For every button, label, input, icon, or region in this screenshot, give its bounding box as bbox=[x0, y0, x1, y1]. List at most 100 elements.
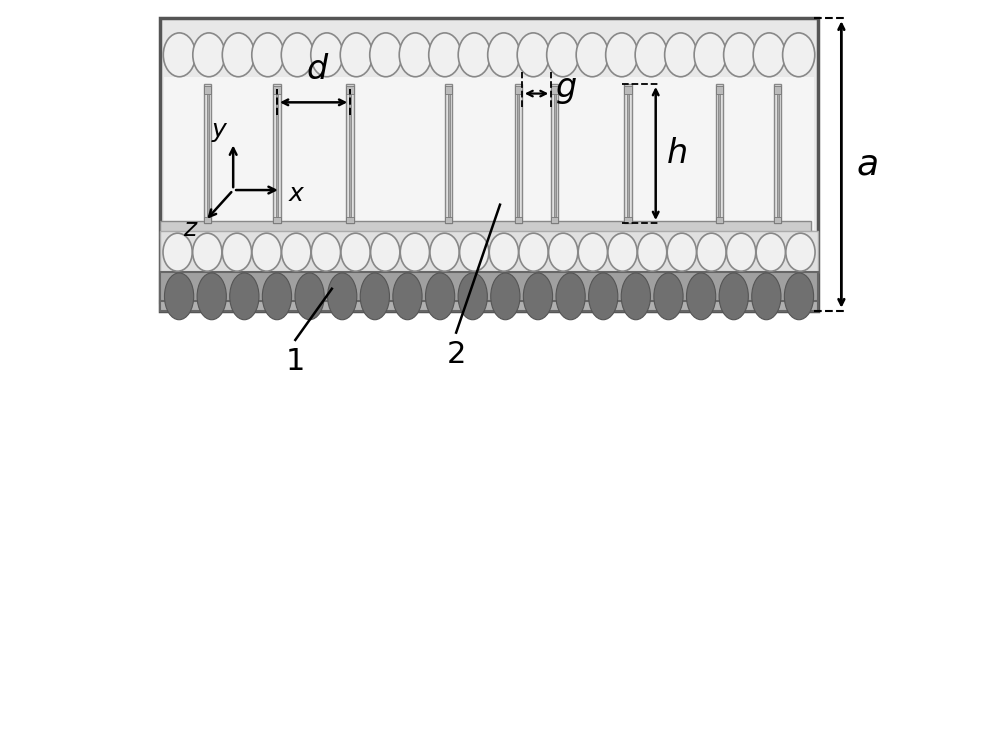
Ellipse shape bbox=[430, 233, 459, 271]
Ellipse shape bbox=[425, 273, 455, 319]
Bar bbox=[774, 217, 781, 223]
Ellipse shape bbox=[393, 273, 422, 319]
Ellipse shape bbox=[786, 233, 815, 271]
Bar bbox=[160, 272, 818, 303]
Ellipse shape bbox=[753, 33, 785, 77]
Bar bbox=[346, 84, 354, 223]
Bar bbox=[624, 86, 632, 94]
Ellipse shape bbox=[458, 273, 487, 319]
Ellipse shape bbox=[222, 33, 254, 77]
Ellipse shape bbox=[517, 33, 549, 77]
Bar bbox=[515, 84, 522, 223]
Bar bbox=[448, 92, 450, 217]
Text: $z$: $z$ bbox=[183, 217, 199, 241]
Bar bbox=[273, 86, 281, 94]
Bar bbox=[204, 86, 211, 94]
Ellipse shape bbox=[719, 273, 748, 319]
Ellipse shape bbox=[783, 33, 815, 77]
Ellipse shape bbox=[341, 233, 370, 271]
Ellipse shape bbox=[458, 33, 490, 77]
Ellipse shape bbox=[523, 273, 553, 319]
Ellipse shape bbox=[399, 33, 431, 77]
Ellipse shape bbox=[282, 233, 311, 271]
Bar bbox=[774, 86, 781, 94]
Ellipse shape bbox=[724, 33, 756, 77]
Bar bbox=[349, 92, 351, 217]
Ellipse shape bbox=[547, 33, 579, 77]
Text: $a$: $a$ bbox=[856, 148, 878, 181]
Ellipse shape bbox=[489, 233, 518, 271]
Ellipse shape bbox=[163, 33, 195, 77]
Ellipse shape bbox=[621, 273, 650, 319]
Ellipse shape bbox=[519, 233, 548, 271]
Bar bbox=[517, 92, 519, 217]
Bar bbox=[164, 77, 814, 230]
Bar bbox=[445, 86, 452, 94]
Ellipse shape bbox=[400, 233, 430, 271]
Ellipse shape bbox=[578, 233, 607, 271]
Ellipse shape bbox=[667, 233, 696, 271]
Bar bbox=[551, 84, 558, 223]
Bar bbox=[445, 84, 452, 223]
Ellipse shape bbox=[756, 233, 785, 271]
Bar bbox=[207, 92, 209, 217]
Text: $h$: $h$ bbox=[666, 137, 687, 170]
Ellipse shape bbox=[556, 273, 585, 319]
Bar bbox=[718, 92, 720, 217]
Ellipse shape bbox=[163, 233, 192, 271]
Bar bbox=[160, 221, 811, 239]
Ellipse shape bbox=[252, 233, 281, 271]
Ellipse shape bbox=[371, 233, 400, 271]
Text: $x$: $x$ bbox=[288, 182, 306, 206]
Bar bbox=[160, 301, 818, 311]
Ellipse shape bbox=[697, 233, 726, 271]
Ellipse shape bbox=[295, 273, 324, 319]
Ellipse shape bbox=[638, 233, 667, 271]
Ellipse shape bbox=[727, 233, 756, 271]
Ellipse shape bbox=[608, 233, 637, 271]
Ellipse shape bbox=[491, 273, 520, 319]
Bar bbox=[716, 84, 723, 223]
Ellipse shape bbox=[694, 33, 726, 77]
Bar bbox=[160, 18, 818, 311]
Bar bbox=[627, 92, 629, 217]
Text: $d$: $d$ bbox=[306, 53, 329, 86]
Text: $y$: $y$ bbox=[211, 120, 229, 144]
Ellipse shape bbox=[262, 273, 292, 319]
Bar bbox=[716, 86, 723, 94]
Text: 2: 2 bbox=[446, 340, 466, 369]
Ellipse shape bbox=[460, 233, 489, 271]
Bar bbox=[716, 217, 723, 223]
Bar bbox=[273, 84, 281, 223]
Bar bbox=[276, 92, 278, 217]
Ellipse shape bbox=[230, 273, 259, 319]
Ellipse shape bbox=[197, 273, 226, 319]
Ellipse shape bbox=[576, 33, 608, 77]
Ellipse shape bbox=[281, 33, 313, 77]
Bar bbox=[551, 86, 558, 94]
Ellipse shape bbox=[252, 33, 284, 77]
Ellipse shape bbox=[193, 233, 222, 271]
Bar bbox=[515, 86, 522, 94]
Ellipse shape bbox=[606, 33, 638, 77]
Ellipse shape bbox=[752, 273, 781, 319]
Ellipse shape bbox=[222, 233, 252, 271]
Bar bbox=[624, 217, 632, 223]
Bar bbox=[445, 217, 452, 223]
Ellipse shape bbox=[370, 33, 402, 77]
Bar bbox=[204, 84, 211, 223]
Ellipse shape bbox=[164, 273, 194, 319]
Bar bbox=[273, 217, 281, 223]
Ellipse shape bbox=[549, 233, 578, 271]
Bar bbox=[160, 231, 818, 273]
Bar bbox=[515, 217, 522, 223]
Bar bbox=[624, 84, 632, 223]
Ellipse shape bbox=[665, 33, 697, 77]
Ellipse shape bbox=[686, 273, 716, 319]
Ellipse shape bbox=[340, 33, 372, 77]
Bar bbox=[346, 86, 354, 94]
Ellipse shape bbox=[488, 33, 520, 77]
Ellipse shape bbox=[784, 273, 814, 319]
Bar bbox=[204, 217, 211, 223]
Text: 1: 1 bbox=[286, 347, 305, 376]
